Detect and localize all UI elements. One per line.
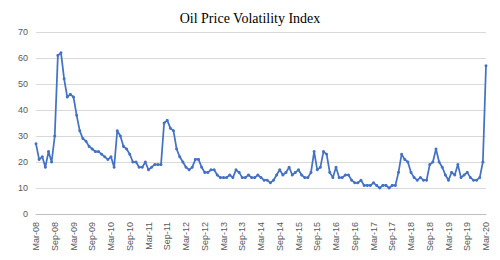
svg-text:Sep-09: Sep-09 [87,222,97,251]
svg-text:Sep-08: Sep-08 [50,222,60,251]
svg-text:Oil Price Volatility Index: Oil Price Volatility Index [180,11,321,26]
svg-text:Mar-09: Mar-09 [69,222,79,251]
svg-text:Mar-12: Mar-12 [181,222,191,251]
svg-text:Sep-19: Sep-19 [462,222,472,251]
svg-text:Mar-20: Mar-20 [481,222,491,251]
svg-text:50: 50 [18,79,28,89]
svg-text:Mar-15: Mar-15 [294,222,304,251]
svg-text:0: 0 [23,209,28,219]
svg-text:10: 10 [18,183,28,193]
svg-text:Mar-18: Mar-18 [406,222,416,251]
svg-text:Mar-11: Mar-11 [144,222,154,250]
svg-text:Sep-17: Sep-17 [387,222,397,251]
svg-text:60: 60 [18,53,28,63]
svg-text:Mar-08: Mar-08 [31,222,41,251]
svg-text:Mar-16: Mar-16 [331,222,341,251]
svg-text:Mar-13: Mar-13 [219,222,229,251]
svg-text:Mar-10: Mar-10 [106,222,116,251]
svg-text:Sep-18: Sep-18 [425,222,435,251]
svg-text:40: 40 [18,105,28,115]
svg-text:Sep-15: Sep-15 [312,222,322,251]
svg-text:Mar-17: Mar-17 [369,222,379,251]
svg-text:Sep-11: Sep-11 [162,222,172,250]
svg-text:Mar-19: Mar-19 [444,222,454,251]
svg-text:20: 20 [18,157,28,167]
svg-text:Mar-14: Mar-14 [256,222,266,251]
svg-text:Sep-14: Sep-14 [275,222,285,251]
svg-text:Sep-12: Sep-12 [200,222,210,251]
svg-text:70: 70 [18,27,28,37]
svg-text:Sep-16: Sep-16 [350,222,360,251]
svg-text:Sep-10: Sep-10 [125,222,135,251]
svg-text:Sep-13: Sep-13 [237,222,247,251]
svg-text:30: 30 [18,131,28,141]
